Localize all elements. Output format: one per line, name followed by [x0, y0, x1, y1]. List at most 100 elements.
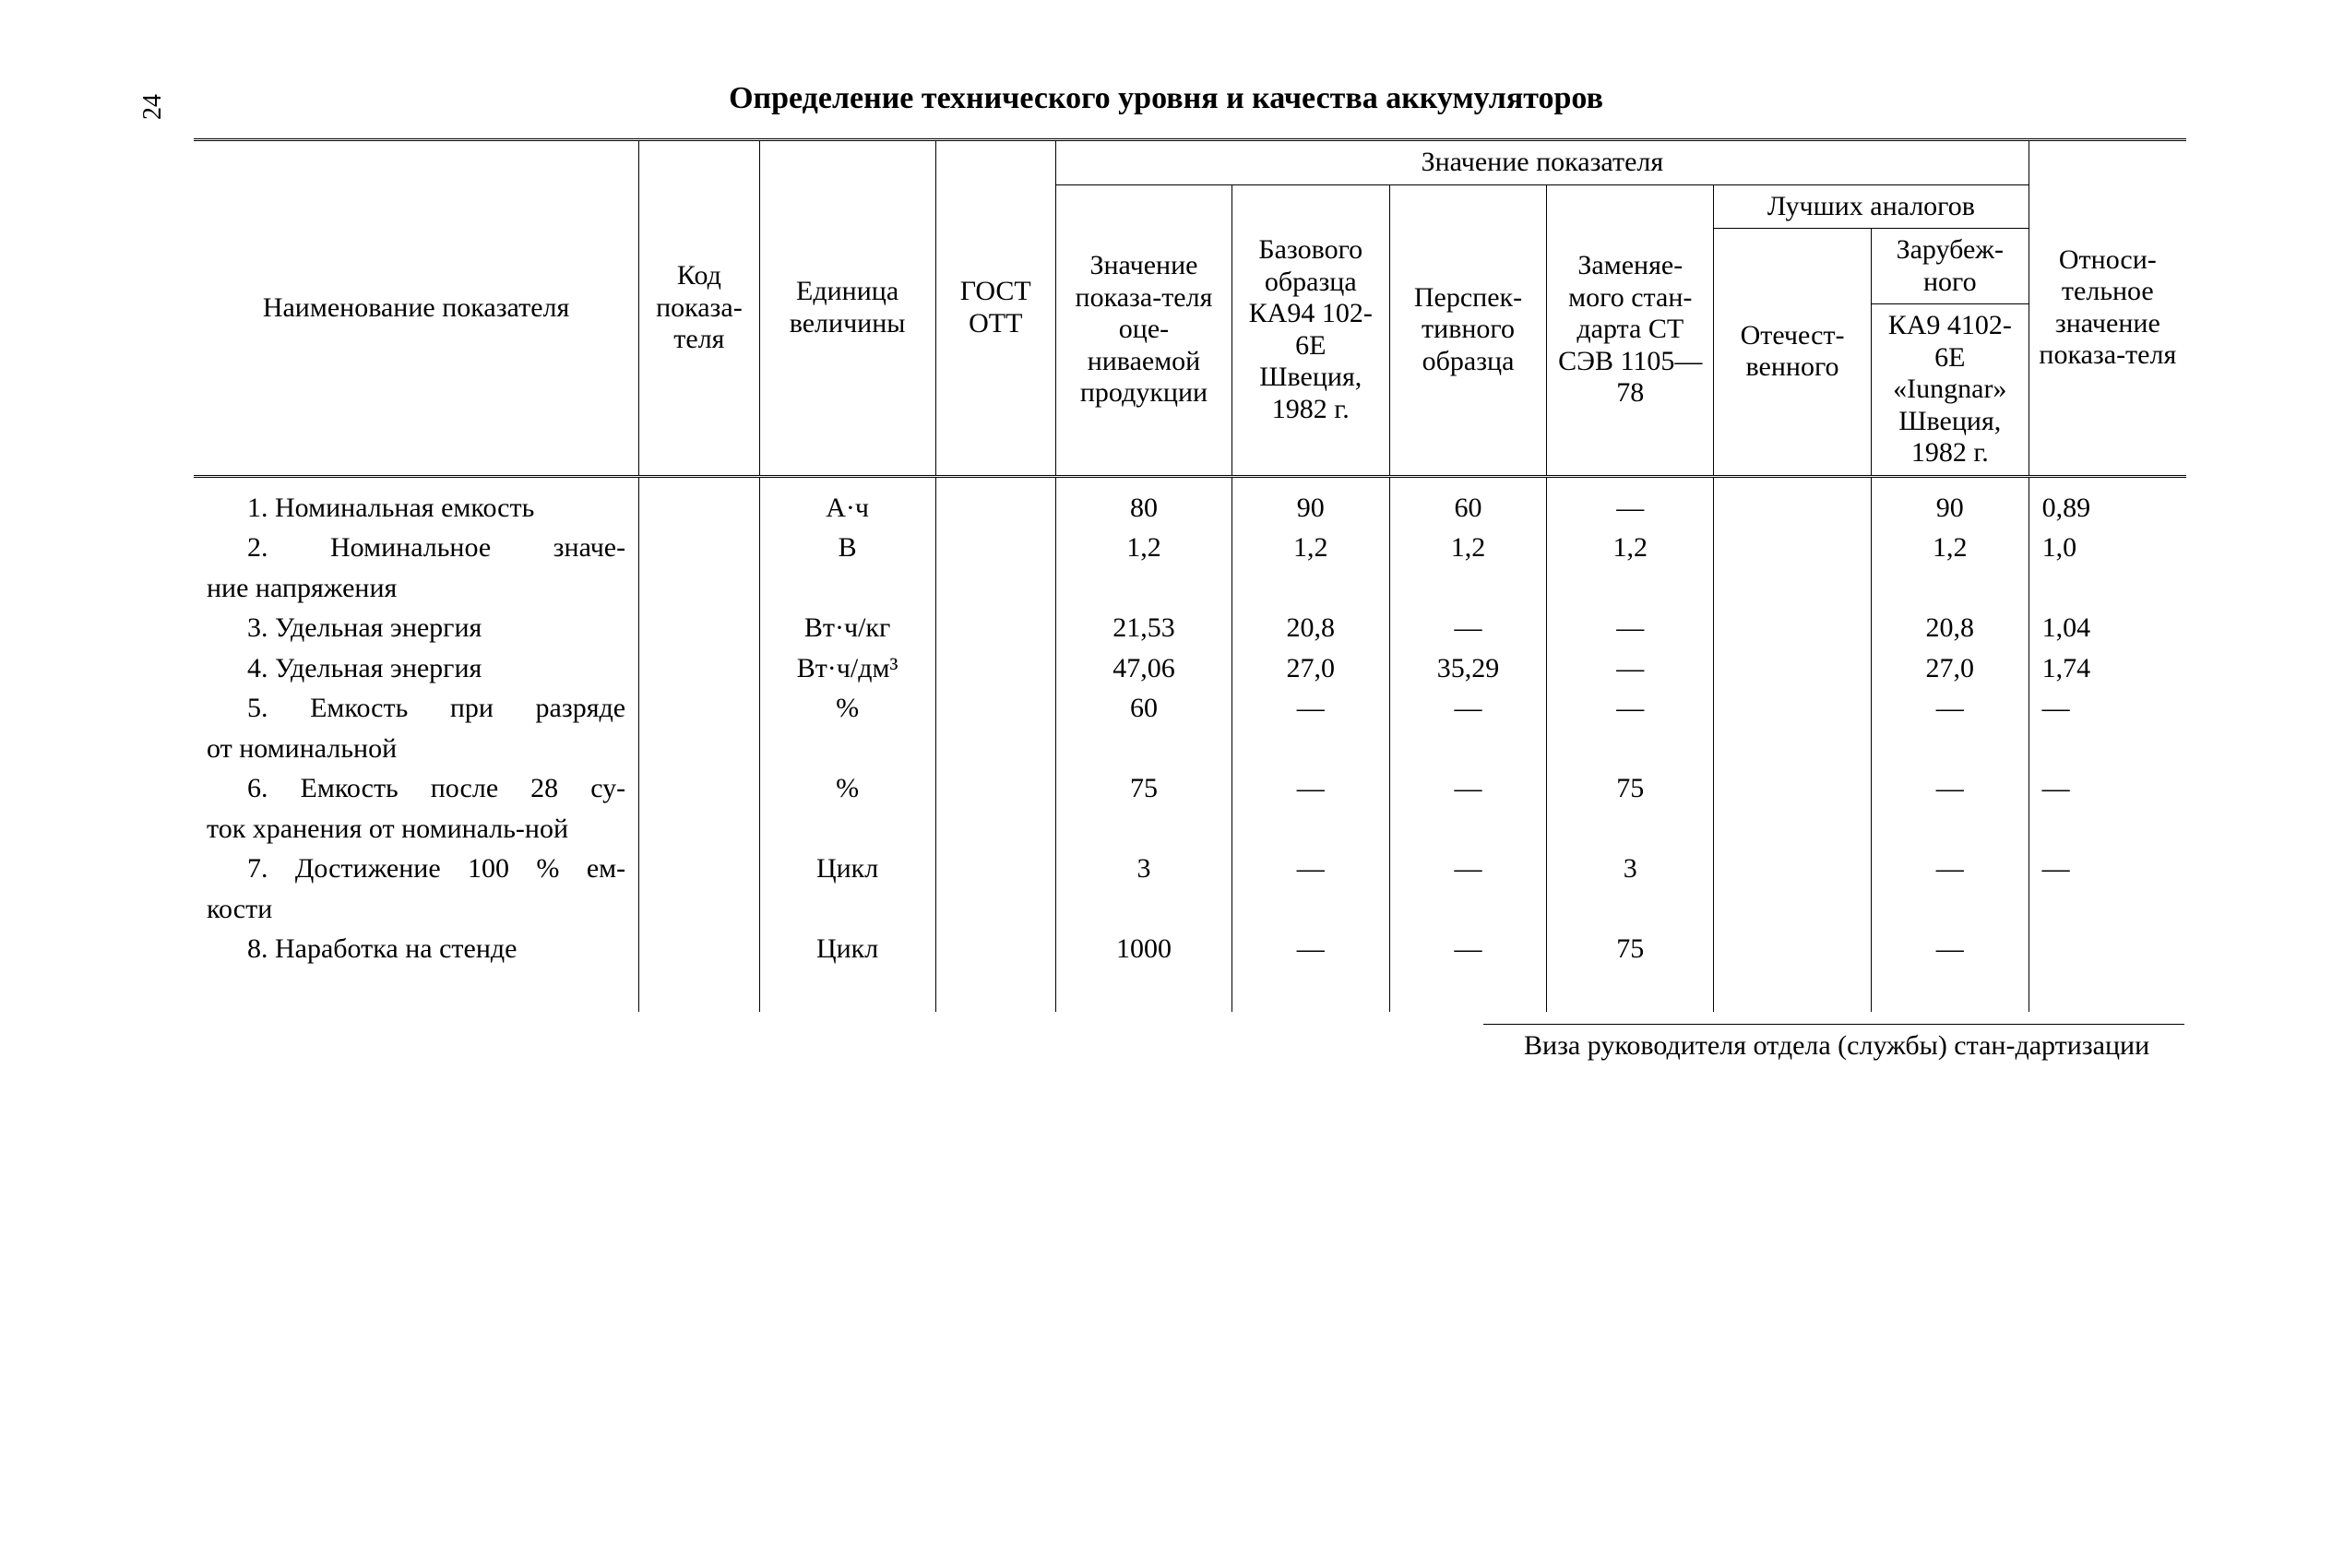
cell-gost [935, 608, 1056, 648]
cell-base: 90 [1231, 476, 1389, 528]
cell-replace: — [1547, 648, 1714, 689]
cell-code [639, 608, 760, 648]
th-persp: Перспек-тивного образца [1389, 184, 1547, 476]
cell-name-cont: кости [194, 889, 639, 930]
cell-for: — [1871, 929, 2029, 969]
cell-persp: — [1389, 929, 1547, 969]
main-table: Наименование показателя Код показа-теля … [194, 138, 2186, 1012]
cell-unit: % [759, 768, 935, 809]
footnote-block: Виза руководителя отдела (службы) стан-д… [1483, 1024, 2184, 1062]
cell-persp: 35,29 [1389, 648, 1547, 689]
cell-rel: 1,04 [2029, 608, 2186, 648]
footnote-rule [1483, 1024, 2184, 1025]
cell-base: — [1231, 849, 1389, 889]
cell-eval: 1,2 [1056, 528, 1232, 568]
cell-unit: В [759, 528, 935, 568]
cell-persp: — [1389, 849, 1547, 889]
table-row-cont: ток хранения от номиналь-ной [194, 809, 2186, 849]
cell-gost [935, 849, 1056, 889]
th-base: Базового образца КА94 102-6Е Швеция, 198… [1231, 184, 1389, 476]
document-page: 24 Определение технического уровня и кач… [0, 0, 2332, 1568]
cell-base: 1,2 [1231, 528, 1389, 568]
cell-rel [2029, 929, 2186, 969]
cell-unit: Цикл [759, 929, 935, 969]
cell-eval: 75 [1056, 768, 1232, 809]
cell-name-cont: от номинальной [194, 729, 639, 769]
th-replace: Заменяе-мого стан-дарта СТ СЭВ 1105—78 [1547, 184, 1714, 476]
cell-eval: 47,06 [1056, 648, 1232, 689]
cell-replace: 3 [1547, 849, 1714, 889]
cell-for: — [1871, 688, 2029, 729]
table-row: 1. Номинальная емкостьА·ч809060—900,89 [194, 476, 2186, 528]
cell-unit: Вт·ч/кг [759, 608, 935, 648]
cell-base: 27,0 [1231, 648, 1389, 689]
cell-dom [1714, 688, 1872, 729]
cell-replace: 75 [1547, 929, 1714, 969]
cell-dom [1714, 608, 1872, 648]
th-eval: Значение показа-теля оце-ниваемой продук… [1056, 184, 1232, 476]
cell-name: 1. Номинальная емкость [194, 476, 639, 528]
cell-code [639, 929, 760, 969]
cell-base: — [1231, 688, 1389, 729]
cell-dom [1714, 476, 1872, 528]
cell-rel: — [2029, 688, 2186, 729]
cell-base: — [1231, 929, 1389, 969]
cell-code [639, 849, 760, 889]
th-gost: ГОСТ ОТТ [935, 140, 1056, 477]
cell-replace: 1,2 [1547, 528, 1714, 568]
table-row: 3. Удельная энергияВт·ч/кг21,5320,8——20,… [194, 608, 2186, 648]
cell-for: — [1871, 768, 2029, 809]
cell-name-cont: ток хранения от номиналь-ной [194, 809, 639, 849]
cell-code [639, 768, 760, 809]
cell-rel: — [2029, 768, 2186, 809]
table-row: 5. Емкость при разряде%60————— [194, 688, 2186, 729]
cell-replace: — [1547, 688, 1714, 729]
cell-name: 8. Наработка на стенде [194, 929, 639, 969]
th-foreign-top: Зарубеж-ного [1871, 229, 2029, 304]
cell-code [639, 648, 760, 689]
cell-gost [935, 929, 1056, 969]
cell-eval: 60 [1056, 688, 1232, 729]
cell-eval: 80 [1056, 476, 1232, 528]
cell-dom [1714, 528, 1872, 568]
cell-persp: — [1389, 768, 1547, 809]
cell-base: 20,8 [1231, 608, 1389, 648]
footnote-text: Виза руководителя отдела (службы) стан-д… [1483, 1030, 2184, 1062]
cell-gost [935, 648, 1056, 689]
cell-gost [935, 768, 1056, 809]
cell-rel: 1,0 [2029, 528, 2186, 568]
cell-replace: — [1547, 476, 1714, 528]
cell-persp: 1,2 [1389, 528, 1547, 568]
table-row: 6. Емкость после 28 су-%75——75—— [194, 768, 2186, 809]
table-row-tail [194, 969, 2186, 1012]
cell-persp: — [1389, 688, 1547, 729]
cell-rel: 0,89 [2029, 476, 2186, 528]
cell-unit: % [759, 688, 935, 729]
th-code: Код показа-теля [639, 140, 760, 477]
th-best-group: Лучших аналогов [1714, 184, 2029, 229]
table-row: 4. Удельная энергияВт·ч/дм³47,0627,035,2… [194, 648, 2186, 689]
cell-name: 5. Емкость при разряде [194, 688, 639, 729]
th-dom: Отечест-венного [1714, 229, 1872, 477]
th-foreign-bottom: КА9 4102-6Е «Iungnar» Швеция, 1982 г. [1871, 304, 2029, 477]
cell-for: 20,8 [1871, 608, 2029, 648]
th-name: Наименование показателя [194, 140, 639, 477]
cell-rel: 1,74 [2029, 648, 2186, 689]
table-row: 8. Наработка на стендеЦикл1000——75— [194, 929, 2186, 969]
cell-code [639, 688, 760, 729]
cell-name-cont: ние напряжения [194, 568, 639, 609]
cell-for: 90 [1871, 476, 2029, 528]
cell-eval: 3 [1056, 849, 1232, 889]
cell-rel: — [2029, 849, 2186, 889]
cell-dom [1714, 929, 1872, 969]
th-unit: Единица величины [759, 140, 935, 477]
cell-gost [935, 528, 1056, 568]
cell-name: 6. Емкость после 28 су- [194, 768, 639, 809]
th-value-group: Значение показателя [1056, 140, 2029, 185]
cell-unit: Цикл [759, 849, 935, 889]
cell-gost [935, 476, 1056, 528]
cell-code [639, 528, 760, 568]
cell-replace: — [1547, 608, 1714, 648]
cell-dom [1714, 648, 1872, 689]
cell-unit: А·ч [759, 476, 935, 528]
